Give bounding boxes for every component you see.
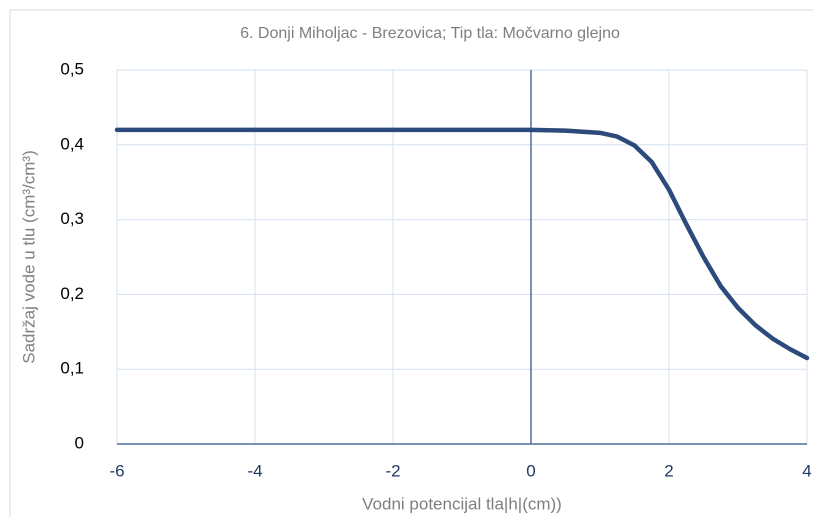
y-tick-label: 0,3 bbox=[60, 209, 84, 228]
y-tick-label: 0,2 bbox=[60, 284, 84, 303]
y-axis-label: Sadržaj vode u tlu (cm³/cm³) bbox=[19, 150, 38, 364]
x-tick-label: 4 bbox=[802, 461, 811, 480]
data-line bbox=[114, 127, 810, 361]
y-tick-label: 0,1 bbox=[60, 359, 84, 378]
x-tick-label: -6 bbox=[109, 461, 124, 480]
y-tick-label: 0,4 bbox=[60, 134, 84, 153]
x-tick-label: 2 bbox=[664, 461, 673, 480]
x-tick-label: 0 bbox=[526, 461, 535, 480]
x-tick-label: -2 bbox=[385, 461, 400, 480]
chart-title: 6. Donji Miholjac - Brezovica; Tip tla: … bbox=[240, 25, 620, 42]
x-tick-label: -4 bbox=[247, 461, 262, 480]
y-tick-label: 0,5 bbox=[60, 59, 84, 78]
chart-frame bbox=[9, 9, 813, 517]
y-tick-label: 0 bbox=[75, 433, 84, 452]
x-axis-label: Vodni potencijal tla|h|(cm)) bbox=[362, 494, 562, 513]
